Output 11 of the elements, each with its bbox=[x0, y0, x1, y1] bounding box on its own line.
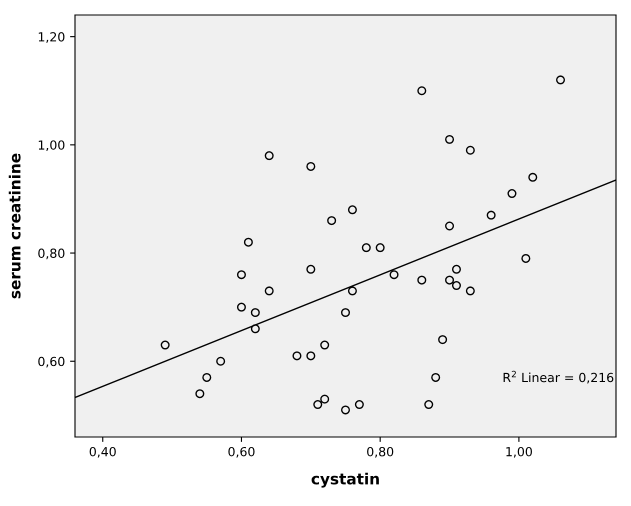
annotation: R$^{2}$ Linear = 0,216 bbox=[504, 370, 614, 384]
x-tick-label: 1,00 bbox=[506, 446, 532, 458]
x-axis-title: cystatin bbox=[312, 472, 379, 488]
y-tick-label: 1,20 bbox=[38, 32, 64, 43]
x-tick-label: 0,40 bbox=[90, 446, 116, 458]
y-axis-title: serum creatinine bbox=[8, 154, 21, 298]
y-tick-label: 1,00 bbox=[38, 140, 64, 152]
x-tick-label: 0,60 bbox=[228, 446, 255, 458]
x-tick-label: 0,80 bbox=[367, 446, 394, 458]
y-tick-label: 0,80 bbox=[38, 248, 64, 260]
y-tick-label: 0,60 bbox=[38, 356, 64, 368]
